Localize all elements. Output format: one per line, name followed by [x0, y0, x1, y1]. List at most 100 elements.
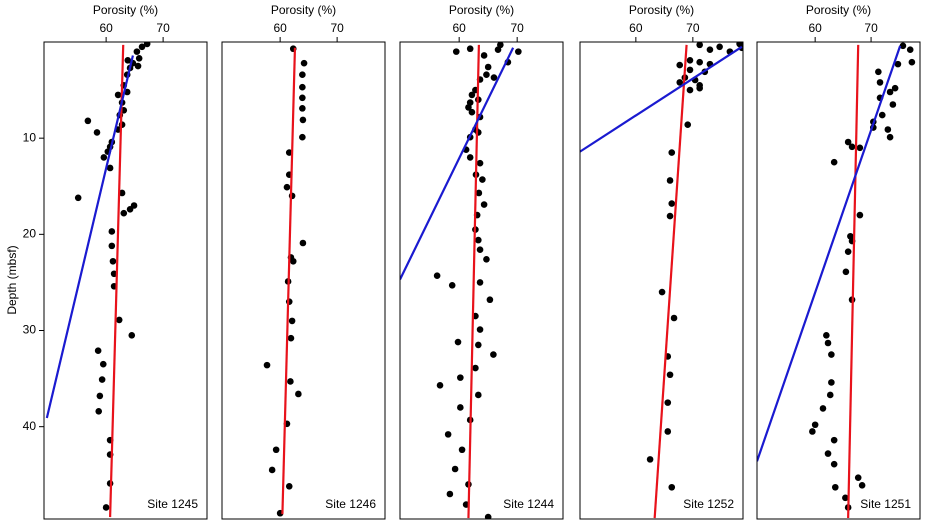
data-point — [479, 176, 486, 183]
data-point — [96, 392, 104, 400]
data-point — [458, 446, 466, 454]
trend-line — [653, 44, 688, 519]
data-point — [824, 339, 832, 347]
data-point — [686, 56, 694, 64]
panel-frame — [43, 41, 208, 520]
panel — [263, 45, 308, 517]
data-point — [299, 239, 307, 247]
data-point — [830, 436, 838, 444]
data-point — [686, 66, 694, 74]
panel — [757, 42, 916, 519]
data-point — [666, 371, 674, 379]
data-point — [289, 257, 297, 265]
data-point — [465, 104, 472, 111]
data-point — [486, 296, 494, 304]
data-point — [135, 55, 143, 62]
site-label: Site 1244 — [503, 497, 554, 511]
data-point — [457, 374, 464, 381]
data-point — [676, 61, 684, 69]
data-point — [299, 105, 306, 112]
data-point — [480, 201, 488, 208]
data-point — [84, 117, 92, 125]
panel — [580, 42, 743, 519]
data-point — [272, 446, 280, 454]
data-point — [287, 334, 295, 342]
panel — [400, 42, 522, 519]
trend-line — [580, 45, 743, 153]
data-point — [283, 183, 291, 191]
trend-line — [757, 45, 902, 462]
data-point — [809, 428, 816, 435]
data-point — [109, 257, 117, 265]
data-point — [811, 421, 819, 429]
data-point — [475, 341, 482, 349]
data-point — [848, 143, 856, 151]
data-point — [95, 407, 103, 415]
data-point — [819, 405, 827, 412]
site-label: Site 1245 — [147, 497, 198, 511]
y-tick-label: 40 — [23, 419, 37, 433]
data-point — [108, 228, 116, 235]
data-point — [899, 42, 907, 50]
trend-line — [847, 44, 860, 519]
data-point — [826, 391, 834, 399]
data-point — [124, 56, 132, 64]
data-point — [299, 116, 307, 124]
data-point — [844, 248, 852, 255]
data-point — [433, 272, 441, 279]
y-tick-label: 10 — [23, 130, 37, 144]
data-point — [828, 351, 835, 358]
data-point — [824, 450, 832, 457]
data-point — [99, 360, 107, 368]
x-tick-label: 70 — [864, 21, 878, 35]
data-point — [126, 206, 134, 213]
data-point — [884, 126, 892, 133]
x-axis-label: Porosity (%) — [806, 3, 871, 17]
data-point — [451, 465, 459, 473]
data-point — [878, 111, 886, 119]
data-point — [299, 71, 306, 78]
x-tick-label: 60 — [629, 21, 643, 35]
data-point — [299, 133, 306, 141]
panel-frame — [756, 41, 921, 520]
data-point — [108, 242, 116, 250]
data-point — [666, 177, 674, 184]
data-point — [854, 474, 862, 481]
panel-frame — [221, 41, 386, 520]
data-point — [106, 164, 114, 172]
x-tick-label: 70 — [686, 21, 700, 35]
x-tick-label: 70 — [330, 21, 344, 35]
data-point — [483, 71, 490, 78]
data-point — [466, 45, 474, 53]
data-point — [138, 43, 146, 51]
data-point — [842, 494, 849, 502]
data-point — [143, 42, 151, 48]
data-point — [444, 431, 452, 438]
data-point — [664, 428, 672, 435]
data-point — [93, 129, 101, 136]
data-point — [828, 379, 835, 386]
data-point — [133, 48, 141, 55]
data-point — [295, 390, 302, 398]
data-point — [497, 42, 504, 49]
x-tick-label: 70 — [156, 21, 170, 35]
data-point — [475, 391, 482, 399]
data-point — [128, 332, 136, 339]
data-point — [906, 46, 914, 53]
data-point — [94, 347, 102, 355]
data-point — [74, 194, 82, 202]
data-point — [448, 282, 456, 289]
data-point — [823, 332, 830, 339]
data-point — [830, 158, 838, 166]
data-point — [894, 60, 902, 68]
data-point — [472, 364, 479, 372]
data-point — [668, 200, 676, 207]
panel-frame — [579, 41, 744, 520]
data-point — [287, 378, 294, 385]
data-point — [876, 79, 884, 86]
data-point — [118, 189, 126, 197]
data-point — [299, 83, 306, 91]
data-point — [300, 59, 308, 67]
data-point — [120, 209, 128, 217]
trend-line — [400, 47, 515, 281]
